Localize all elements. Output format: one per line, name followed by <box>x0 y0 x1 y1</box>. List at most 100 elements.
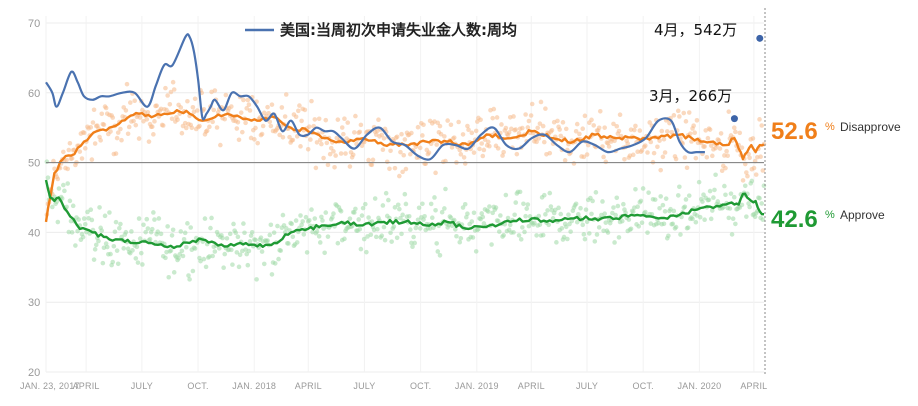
poll-dot-approve <box>411 234 416 240</box>
poll-dot-disapprove <box>282 114 288 119</box>
poll-dot-approve <box>234 250 240 255</box>
disapprove-value: 52.6 <box>771 118 818 145</box>
poll-dot-approve <box>394 235 400 241</box>
poll-dot-disapprove <box>316 116 322 122</box>
poll-dot-approve <box>380 203 386 208</box>
poll-dot-approve <box>82 221 88 227</box>
poll-dot-approve <box>646 190 651 195</box>
poll-dot-approve <box>465 211 470 217</box>
poll-dot-disapprove <box>277 132 282 138</box>
poll-dot-approve <box>640 186 646 191</box>
poll-dot-disapprove <box>124 81 130 87</box>
poll-dot-disapprove <box>753 172 759 177</box>
poll-dot-approve <box>121 246 127 251</box>
poll-dot-disapprove <box>460 132 466 137</box>
poll-dot-approve <box>304 250 310 255</box>
poll-dot-disapprove <box>246 102 252 108</box>
poll-dot-disapprove <box>357 129 363 135</box>
poll-dot-approve <box>512 212 517 218</box>
poll-dot-disapprove <box>684 165 690 171</box>
poll-dot-approve <box>137 236 143 241</box>
x-tick-label: JAN. 23, 2017 <box>20 381 80 391</box>
poll-dot-approve <box>233 230 239 236</box>
poll-dot-approve <box>435 249 441 254</box>
poll-dot-disapprove <box>635 149 640 154</box>
poll-dot-approve <box>216 246 222 251</box>
poll-dot-approve <box>246 248 252 254</box>
poll-dot-disapprove <box>525 125 531 130</box>
poll-dot-approve <box>415 217 421 223</box>
poll-dot-approve <box>190 268 196 274</box>
poll-dot-disapprove <box>133 122 139 128</box>
poll-dot-disapprove <box>211 107 217 113</box>
poll-dot-approve <box>62 188 67 194</box>
poll-dot-disapprove <box>469 130 475 136</box>
poll-dot-disapprove <box>538 99 544 105</box>
poll-dot-disapprove <box>555 118 560 124</box>
poll-dot-disapprove <box>606 144 612 149</box>
poll-dot-disapprove <box>175 117 180 123</box>
poll-dot-disapprove <box>381 136 387 141</box>
poll-dot-approve <box>550 216 556 221</box>
poll-dot-approve <box>619 218 625 224</box>
poll-dot-approve <box>81 216 87 221</box>
poll-dot-approve <box>342 236 347 242</box>
poll-dot-approve <box>209 215 214 221</box>
poll-dot-approve <box>130 248 135 253</box>
poll-dot-disapprove <box>503 125 509 131</box>
poll-dot-disapprove <box>602 125 607 130</box>
poll-dot-disapprove <box>571 161 577 166</box>
poll-dot-disapprove <box>659 128 665 134</box>
poll-dot-disapprove <box>541 139 547 145</box>
poll-dot-disapprove <box>630 152 636 158</box>
poll-dot-approve <box>203 264 209 270</box>
poll-dot-disapprove <box>589 117 594 123</box>
poll-dot-approve <box>706 197 712 203</box>
poll-dot-approve <box>50 204 55 210</box>
y-tick-label: 40 <box>28 227 40 239</box>
poll-dot-disapprove <box>113 151 119 156</box>
poll-dot-approve <box>540 232 546 238</box>
poll-dot-approve <box>503 192 509 198</box>
poll-dot-approve <box>685 225 691 230</box>
poll-dot-disapprove <box>632 127 637 133</box>
poll-dot-disapprove <box>643 143 648 148</box>
poll-dot-approve <box>271 230 277 235</box>
poll-dot-disapprove <box>313 165 319 171</box>
poll-dot-approve <box>726 215 732 221</box>
disapprove-label: Disapprove <box>840 120 901 134</box>
poll-dot-approve <box>670 221 676 227</box>
poll-dot-disapprove <box>137 115 143 120</box>
poll-dot-approve <box>117 226 122 231</box>
poll-dot-disapprove <box>152 119 157 124</box>
poll-dot-approve <box>759 201 765 206</box>
poll-dot-approve <box>357 226 363 232</box>
poll-dot-approve <box>677 184 682 190</box>
poll-dot-disapprove <box>637 128 643 133</box>
poll-dot-disapprove <box>445 118 450 123</box>
poll-dot-disapprove <box>194 108 200 113</box>
poll-dot-disapprove <box>279 105 285 110</box>
poll-dot-approve <box>416 205 422 211</box>
poll-dot-approve <box>149 226 155 232</box>
poll-dot-approve <box>331 211 336 216</box>
poll-dot-approve <box>294 240 300 245</box>
poll-dot-disapprove <box>88 125 94 130</box>
poll-dot-approve <box>166 274 172 280</box>
poll-dot-approve <box>123 229 129 235</box>
poll-dot-disapprove <box>350 152 356 158</box>
poll-dot-approve <box>361 236 367 242</box>
poll-dot-approve <box>389 239 394 244</box>
poll-dot-approve <box>526 223 532 229</box>
poll-dot-disapprove <box>384 159 390 165</box>
poll-dot-approve <box>613 212 618 218</box>
poll-dot-approve <box>660 202 666 208</box>
poll-dot-disapprove <box>184 125 189 131</box>
poll-dot-disapprove <box>435 120 441 126</box>
poll-dot-approve <box>524 206 530 211</box>
poll-dot-approve <box>398 215 403 221</box>
poll-dot-approve <box>749 178 755 184</box>
poll-dot-approve <box>261 261 267 267</box>
poll-dot-approve <box>543 212 548 217</box>
poll-dot-disapprove <box>342 116 347 121</box>
